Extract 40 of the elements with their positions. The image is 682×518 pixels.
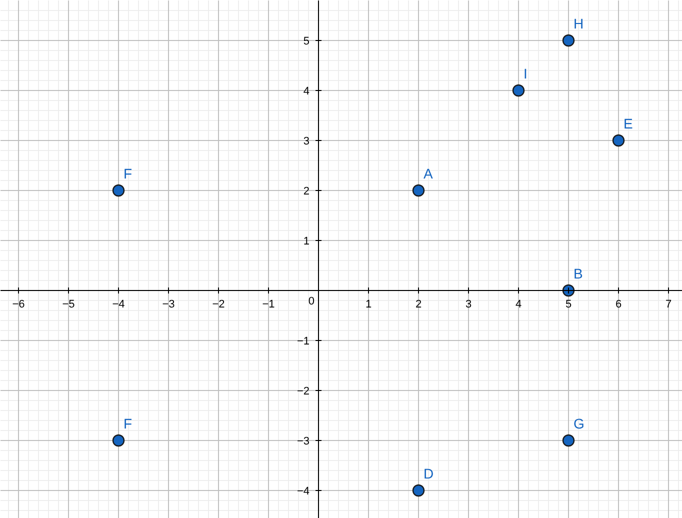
point [112,434,125,447]
annotation: I [524,66,528,82]
y-tick-label: −2 [296,386,310,398]
x-tick-label: −4 [112,298,125,310]
x-tick-label: 1 [365,298,372,310]
x-tick-label: 4 [515,298,522,310]
x-tick-label: 0 [308,296,315,308]
annotation: H [574,16,584,32]
x-tick-label: −1 [262,298,275,310]
x-tick-label: 3 [465,298,472,310]
annotation: B [574,266,583,282]
x-tick-label: −2 [212,298,225,310]
y-tick-label: −1 [296,336,310,348]
annotation: A [424,166,434,182]
point [562,434,575,447]
x-tick-label: −5 [62,298,75,310]
y-tick-label: 5 [303,36,310,48]
y-tick-label: 1 [303,236,310,248]
x-tick-label: 2 [415,298,422,310]
y-tick-label: 2 [303,186,310,198]
y-tick-label: −4 [296,486,310,498]
point [512,84,525,97]
y-tick-label: −3 [296,436,310,448]
point [112,184,125,197]
x-tick-label: −3 [162,298,175,310]
point [562,34,575,47]
annotation: F [124,166,132,182]
annotation: F [124,416,132,432]
annotation: G [574,416,584,432]
point [412,184,425,197]
annotation: D [424,466,434,482]
x-tick-label: 6 [615,298,622,310]
x-tick-label: 5 [565,298,572,310]
y-tick-label: 3 [303,136,310,148]
y-tick-label: 4 [303,86,310,98]
x-tick-label: 7 [665,298,672,310]
point [612,134,625,147]
point [412,484,425,497]
annotation: E [624,116,633,132]
x-tick-label: −6 [12,298,25,310]
